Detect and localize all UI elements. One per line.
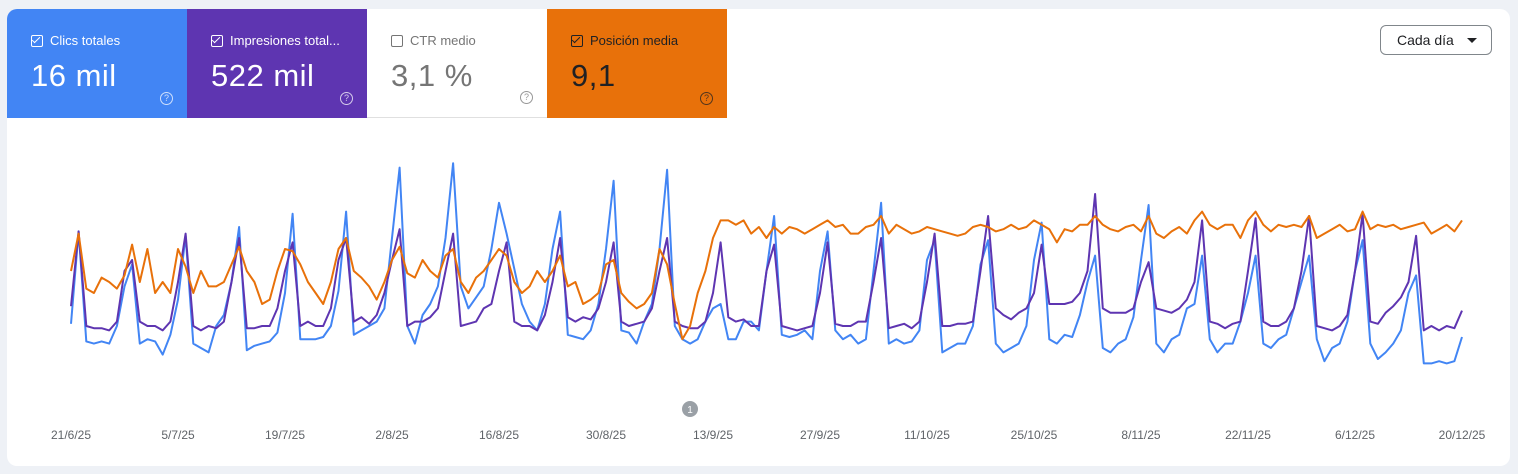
metric-value: 522 mil: [211, 58, 315, 93]
checkbox-checked-icon[interactable]: [31, 34, 43, 47]
granularity-selected: Cada día: [1397, 32, 1454, 48]
performance-chart: 1 21/6/25 5/7/25 19/7/25 2/8/25 16/8/25 30/8/…: [51, 162, 1486, 442]
metric-label: CTR medio: [410, 33, 476, 48]
metric-label: Clics totales: [50, 33, 121, 48]
help-icon[interactable]: ?: [160, 92, 173, 105]
caret-down-icon: [1467, 38, 1477, 43]
x-tick-label: 30/8/25: [586, 428, 626, 442]
metric-card-ctr[interactable]: CTR medio 3,1 % ?: [367, 9, 547, 118]
x-tick-label: 5/7/25: [161, 428, 195, 442]
metric-label: Impresiones total...: [230, 33, 340, 48]
checkbox-checked-icon[interactable]: [211, 34, 223, 47]
x-tick-label: 13/9/25: [693, 428, 733, 442]
granularity-dropdown[interactable]: Cada día: [1380, 25, 1492, 55]
metric-card-clicks[interactable]: Clics totales 16 mil ?: [7, 9, 187, 118]
x-tick-label: 19/7/25: [265, 428, 305, 442]
annotation-label: 1: [687, 405, 693, 416]
metric-value: 3,1 %: [391, 58, 473, 93]
checkbox-checked-icon[interactable]: [571, 34, 583, 47]
checkbox-unchecked-icon[interactable]: [391, 34, 403, 47]
x-tick-label: 2/8/25: [375, 428, 409, 442]
x-tick-label: 11/10/25: [904, 428, 950, 442]
x-tick-label: 21/6/25: [51, 428, 91, 442]
metric-value: 9,1: [571, 58, 616, 93]
series-line-position: [70, 210, 1463, 341]
x-tick-label: 6/12/25: [1335, 428, 1375, 442]
metric-value: 16 mil: [31, 58, 117, 93]
x-tick-label: 25/10/25: [1011, 428, 1058, 442]
metric-card-impressions[interactable]: Impresiones total... 522 mil ?: [187, 9, 367, 118]
x-tick-label: 27/9/25: [800, 428, 840, 442]
x-tick-label: 16/8/25: [479, 428, 519, 442]
metric-card-position[interactable]: Posición media 9,1 ?: [547, 9, 727, 118]
metric-label: Posición media: [590, 33, 679, 48]
series-line-impressions: [70, 193, 1463, 332]
performance-panel: Clics totales 16 mil ? Impresiones total…: [7, 9, 1510, 466]
annotation-circle[interactable]: [682, 401, 698, 417]
help-icon[interactable]: ?: [520, 91, 533, 104]
help-icon[interactable]: ?: [340, 92, 353, 105]
x-tick-label: 8/11/25: [1121, 428, 1160, 442]
x-tick-label: 20/12/25: [1439, 428, 1486, 442]
x-tick-label: 22/11/25: [1225, 428, 1271, 442]
help-icon[interactable]: ?: [700, 92, 713, 105]
annotation-marker[interactable]: 1: [682, 401, 698, 417]
